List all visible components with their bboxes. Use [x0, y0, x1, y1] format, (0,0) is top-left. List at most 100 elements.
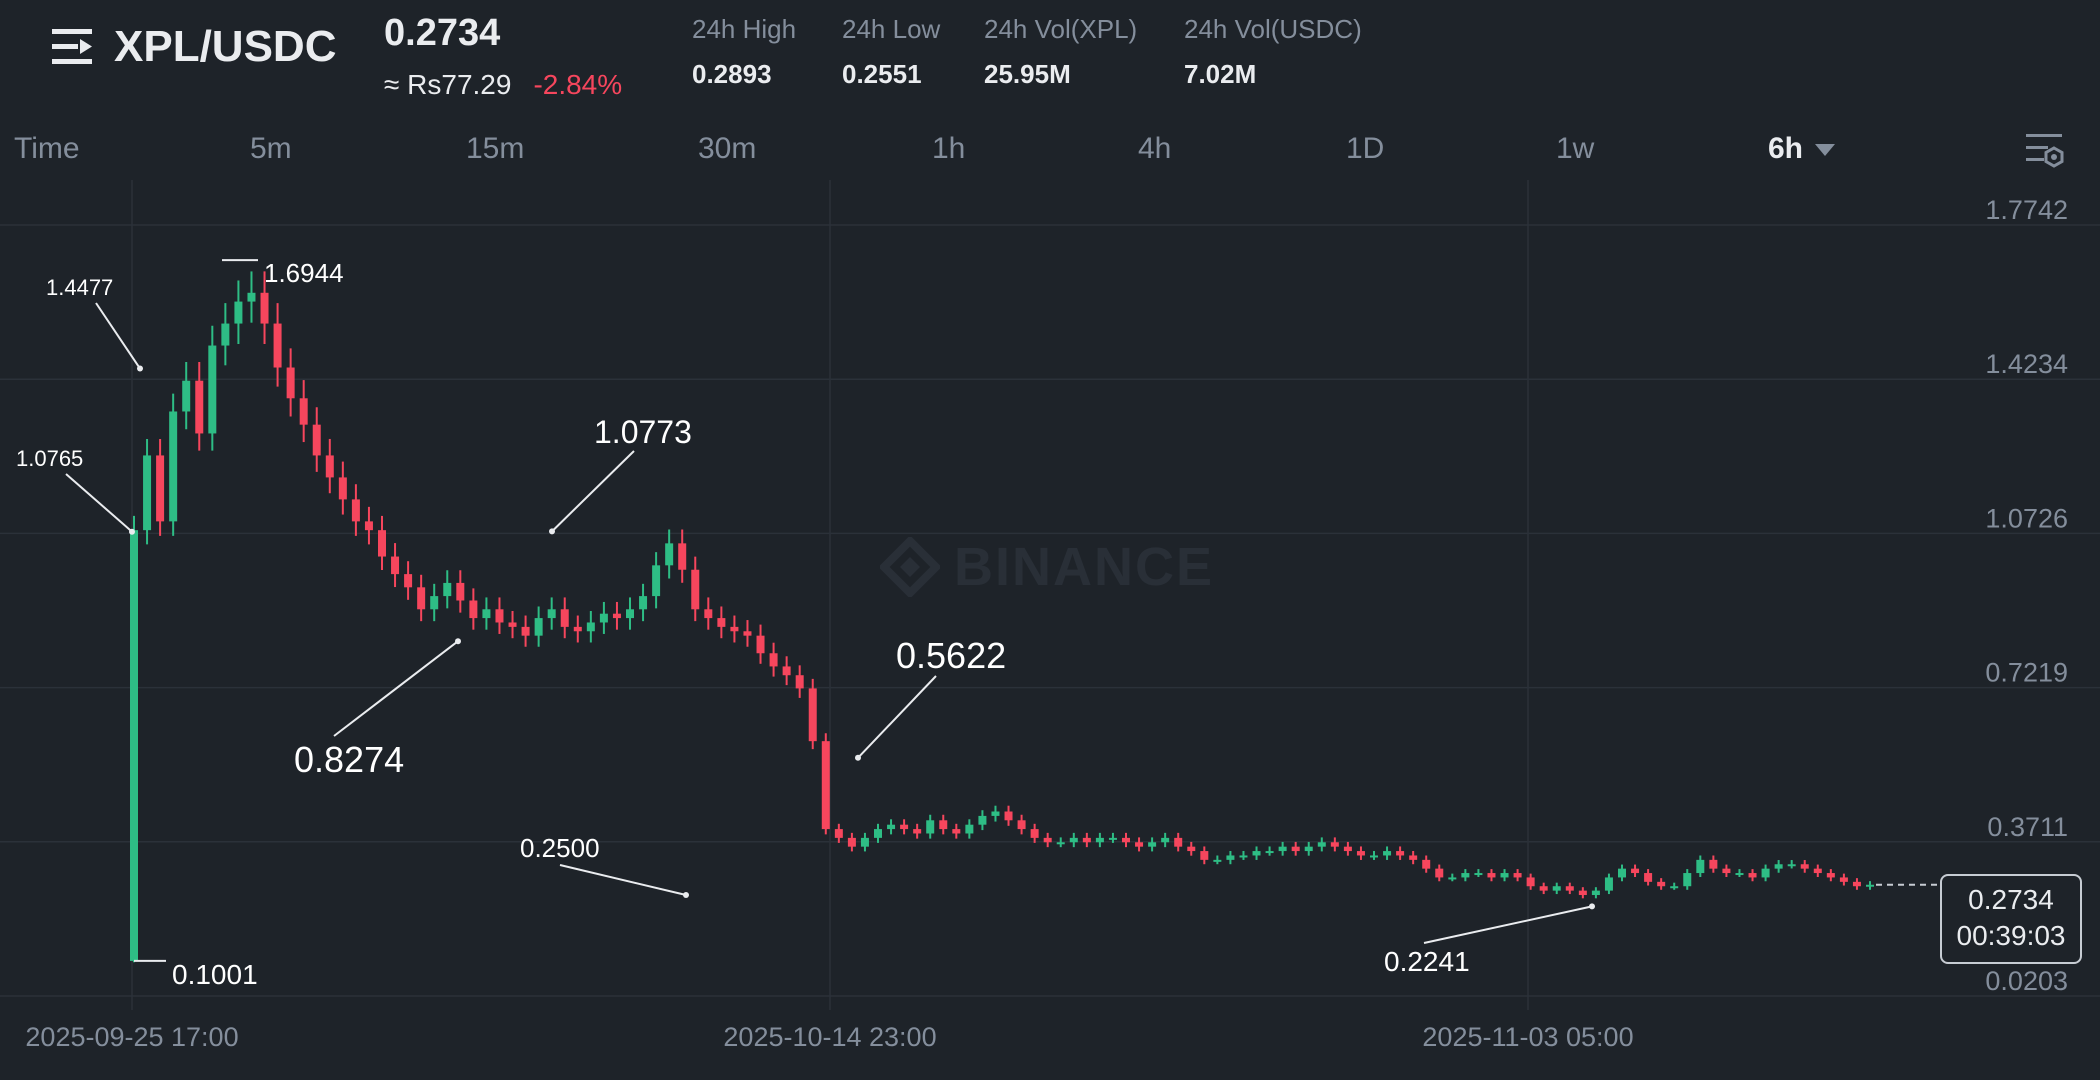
candle-body	[1448, 877, 1457, 880]
candle-body	[404, 574, 413, 588]
annotation-point	[549, 528, 555, 535]
candle-body	[978, 815, 987, 825]
candle-body	[926, 820, 935, 834]
candle-body	[1552, 886, 1561, 891]
candle-body	[260, 292, 269, 324]
candle-body	[730, 626, 739, 632]
candle-body	[221, 323, 230, 346]
candle-body	[834, 829, 843, 838]
candle-body	[1135, 842, 1144, 847]
annotation-point	[855, 754, 861, 761]
candle-body	[1761, 868, 1770, 878]
tab-4h[interactable]: 4h	[1138, 132, 1172, 165]
candle-countdown: 00:39:03	[1956, 920, 2066, 951]
market-header: XPL/USDC 0.2734 ≈ Rs77.29 -2.84% 24h Hig…	[0, 0, 2100, 120]
tab-5m[interactable]: 5m	[250, 132, 292, 165]
binance-logo-icon	[880, 537, 940, 597]
candle-body	[678, 543, 687, 570]
tab-6h[interactable]: 6h	[1768, 132, 1836, 166]
candle-body	[939, 820, 948, 830]
tab-15m[interactable]: 15m	[466, 132, 525, 165]
tab-1w[interactable]: 1w	[1556, 132, 1595, 165]
candle-body	[717, 618, 726, 627]
candle-body	[1866, 884, 1874, 887]
candle-body	[534, 618, 543, 636]
stat-value: 0.2893	[692, 59, 772, 89]
candle-body	[782, 666, 791, 676]
annotation-point	[129, 528, 135, 535]
annotation-label: 1.0773	[594, 414, 692, 450]
menu-icon[interactable]	[50, 25, 94, 69]
tab-1h[interactable]: 1h	[932, 132, 966, 165]
candle-body	[364, 521, 373, 531]
candle-body	[1435, 868, 1444, 878]
candle-body	[808, 688, 817, 742]
candle-body	[1278, 846, 1287, 852]
binance-watermark: BINANCE	[880, 536, 1214, 598]
candle-body	[469, 600, 478, 619]
candle-body	[1213, 859, 1222, 862]
annotation-arrow	[551, 450, 635, 533]
candle-body	[1370, 855, 1378, 858]
candle-body	[847, 837, 856, 847]
candle-body	[1657, 881, 1666, 887]
candle-body	[1748, 873, 1757, 878]
candle-body	[1578, 890, 1587, 896]
annotation-label: 0.8274	[294, 739, 404, 780]
candle-body	[887, 824, 896, 830]
y-tick-label: 0.7219	[1985, 658, 2068, 688]
candle-body	[1396, 851, 1405, 856]
candle-body	[430, 596, 439, 610]
candle-body	[547, 609, 556, 619]
candle-body	[1526, 877, 1535, 887]
stat-label: 24h Vol(XPL)	[984, 14, 1138, 44]
stat-24h-high: 24h High 0.2893	[692, 14, 796, 90]
stat-label: 24h Low	[842, 14, 941, 44]
x-tick-label: 2025-10-14 23:00	[723, 1022, 936, 1052]
candle-body	[1539, 886, 1548, 891]
price-chart[interactable]: 1.7742 1.4234 1.0726 0.7219 0.3711 0.0203 2025…	[0, 180, 2100, 1080]
candle-body	[1813, 868, 1822, 874]
candle-body	[1565, 886, 1574, 891]
tab-30m[interactable]: 30m	[698, 132, 757, 165]
candle-body	[1409, 855, 1418, 860]
stat-value: 7.02M	[1184, 59, 1257, 89]
candle-body	[626, 609, 634, 619]
tab-1d[interactable]: 1D	[1346, 132, 1385, 165]
candle-body	[821, 741, 830, 830]
annotation-label: 1.0765	[16, 446, 83, 471]
candle-body	[652, 565, 661, 597]
candle-body	[1239, 855, 1248, 858]
candle-body	[586, 622, 595, 632]
candle-body	[991, 811, 1000, 816]
candle-body	[1735, 873, 1744, 876]
candle-body	[1343, 846, 1352, 852]
stat-value: 25.95M	[984, 59, 1071, 89]
candle-body	[1422, 859, 1431, 869]
annotation-label: 0.2500	[520, 833, 600, 863]
annotation-label: 1.4477	[46, 275, 113, 300]
candle-body	[860, 837, 869, 847]
y-tick-label: 1.7742	[1985, 195, 2068, 225]
y-tick-label: 1.0726	[1985, 503, 2068, 533]
candle-body	[1082, 837, 1091, 843]
candle-body	[1265, 851, 1274, 854]
stat-value: 0.2551	[842, 59, 922, 89]
chart-settings-icon[interactable]	[2024, 130, 2064, 170]
candle-body	[1304, 846, 1313, 852]
candle-body	[1461, 873, 1470, 878]
candle-body	[299, 398, 308, 425]
candle-body	[1787, 864, 1796, 867]
candle-body	[1330, 842, 1339, 847]
candle-body	[325, 455, 334, 478]
annotation-point	[455, 638, 461, 645]
pair-selector[interactable]: XPL/USDC	[50, 22, 336, 72]
tab-time[interactable]: Time	[14, 132, 80, 165]
price-block: 0.2734 ≈ Rs77.29 -2.84%	[384, 12, 622, 101]
candle-body	[312, 424, 321, 456]
candle-body	[1604, 877, 1613, 891]
candle-body	[1474, 873, 1483, 876]
candle-body	[1774, 864, 1783, 869]
candle-body	[874, 829, 882, 838]
candle-body	[560, 609, 569, 627]
